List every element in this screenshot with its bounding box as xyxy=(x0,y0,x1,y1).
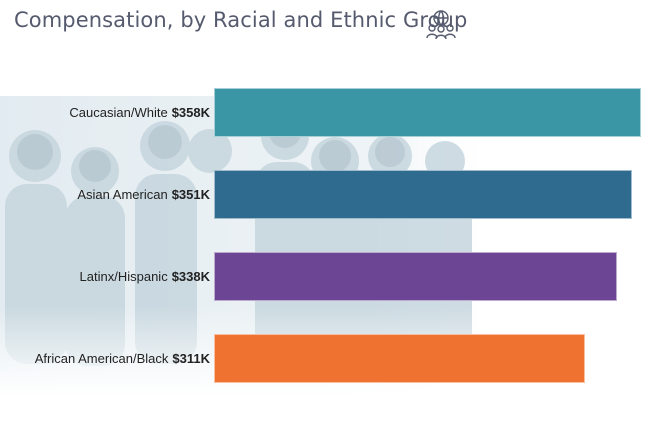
category-name: Caucasian/White xyxy=(69,105,168,120)
category-name: Asian American xyxy=(77,187,168,202)
people-globe-icon xyxy=(426,10,456,40)
value-label: $338K xyxy=(171,269,210,284)
category-label: Caucasian/White $358K xyxy=(0,105,210,120)
value-label: $351K xyxy=(171,187,210,202)
value-label: $358K xyxy=(171,105,210,120)
category-label: Asian American $351K xyxy=(0,187,210,202)
value-label: $311K xyxy=(172,351,210,366)
chart-title: Compensation, by Racial and Ethnic Group xyxy=(14,8,468,32)
bar-caucasian-white xyxy=(214,88,641,137)
bar-african-american-black xyxy=(214,334,585,383)
bar-latinx-hispanic xyxy=(214,252,617,301)
category-name: Latinx/Hispanic xyxy=(79,269,168,284)
category-name: African American/Black xyxy=(34,351,169,366)
bar-asian-american xyxy=(214,170,632,219)
category-label: African American/Black $311K xyxy=(0,351,210,366)
category-label: Latinx/Hispanic $338K xyxy=(0,269,210,284)
